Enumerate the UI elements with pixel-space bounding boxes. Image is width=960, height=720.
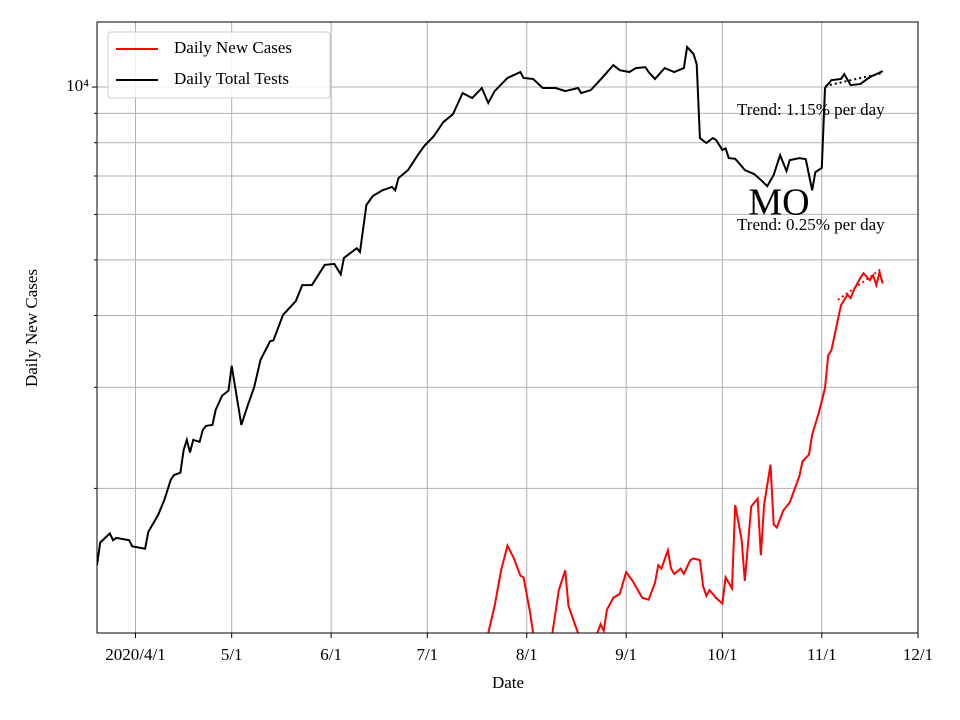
x-tick-label: 5/1 xyxy=(221,645,243,664)
annotation-state: MO xyxy=(748,182,809,224)
legend-label: Daily New Cases xyxy=(174,38,292,57)
y-tick-label: 10⁴ xyxy=(66,76,89,95)
plot-frame xyxy=(96,21,919,634)
annotation: Trend: 1.15% per day xyxy=(737,100,885,119)
legend-box xyxy=(107,31,331,99)
x-axis-label: Date xyxy=(492,673,524,692)
legend: Daily New Cases Daily Total Tests xyxy=(107,31,331,99)
x-tick-label: 10/1 xyxy=(707,645,737,664)
y-axis-label: Daily New Cases xyxy=(22,269,41,387)
x-tick-label: 11/1 xyxy=(807,645,837,664)
annotation: Trend: 0.25% per day xyxy=(737,215,885,234)
series-line xyxy=(487,268,884,633)
trend-line xyxy=(837,267,884,301)
x-tick-label: 2020/4/1 xyxy=(105,645,165,664)
x-tick-label: 9/1 xyxy=(615,645,637,664)
plot-lines xyxy=(97,44,884,633)
legend-label: Daily Total Tests xyxy=(174,69,289,88)
x-tick-label: 7/1 xyxy=(416,645,438,664)
x-tick-label: 12/1 xyxy=(903,645,933,664)
x-tick-label: 6/1 xyxy=(320,645,342,664)
axes: 2020/4/1 5/1 6/1 7/1 8/1 9/1 10/1 11/1 12/1 10⁴ xyxy=(66,76,933,664)
x-tick-label: 8/1 xyxy=(516,645,538,664)
series-line xyxy=(97,44,884,566)
